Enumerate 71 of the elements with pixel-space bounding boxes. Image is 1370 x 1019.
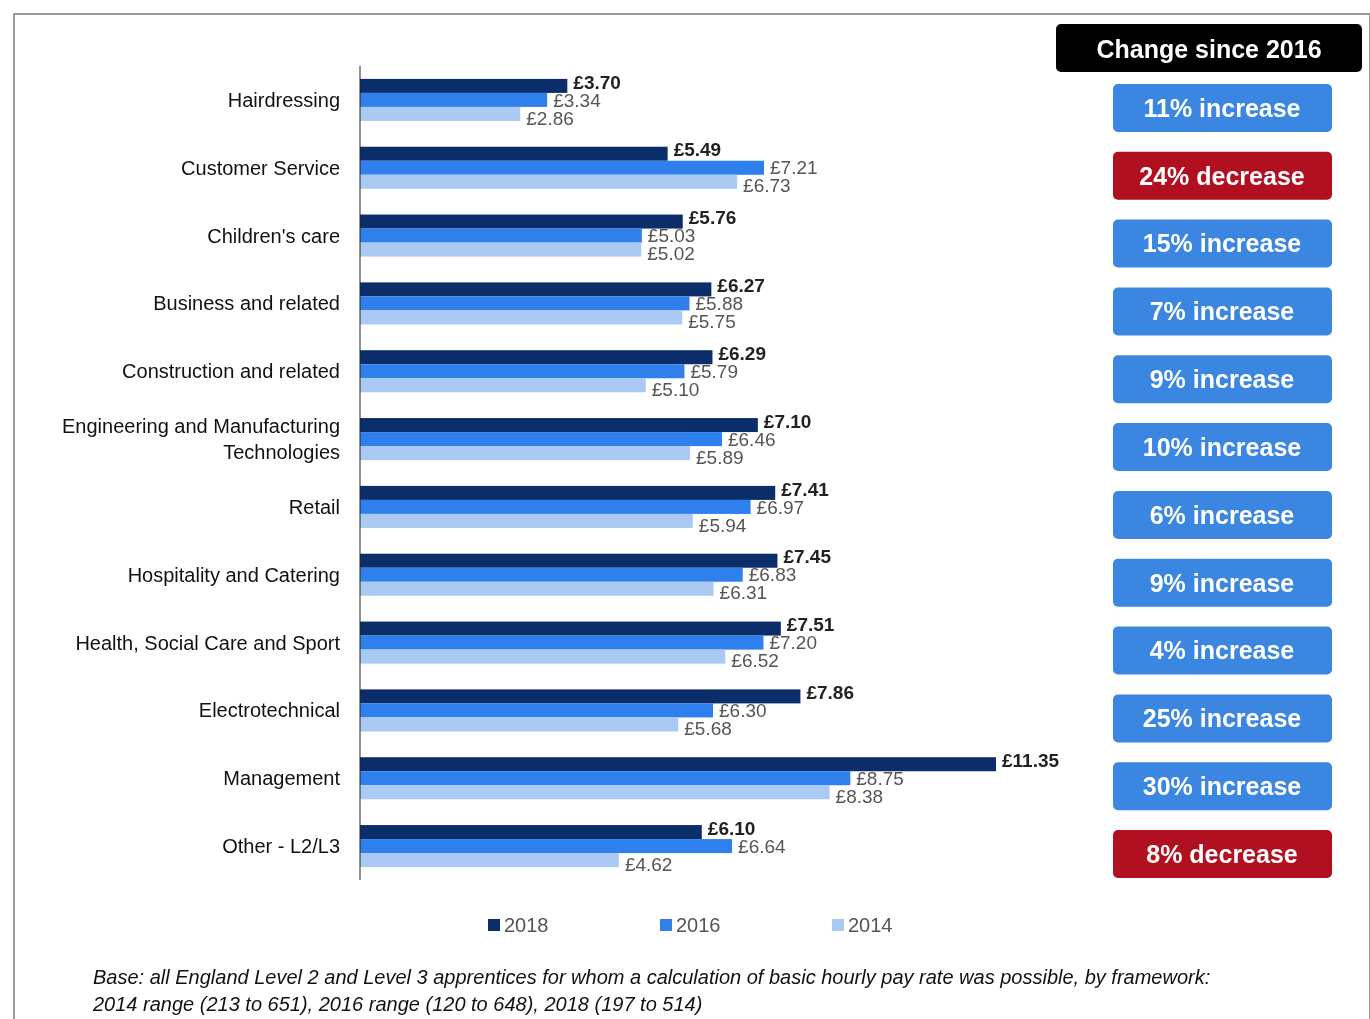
bar: [360, 703, 714, 718]
text: Base: all England Level 2 and Level 3 apprentices for whom a calculation of basic hourly pay rate was possible, by framework:: [93, 966, 1211, 988]
data-label: £11.35: [1002, 749, 1060, 771]
bar: [360, 146, 668, 161]
y-tick-label: Construction and related: [122, 360, 340, 383]
bar: [360, 160, 765, 175]
bar: [360, 853, 619, 868]
bar: [360, 242, 642, 257]
bar: [360, 296, 690, 311]
bar: [360, 378, 646, 393]
bar: [360, 839, 733, 854]
y-tick-label: Electrotechnical: [198, 699, 340, 722]
y-tick-label: Children's care: [207, 224, 340, 247]
category-label: 7% increase: [1149, 297, 1295, 326]
category-label: 9% increase: [1149, 568, 1295, 597]
bar: [360, 214, 683, 229]
bar: [360, 364, 685, 379]
bar: [360, 513, 693, 528]
category-label: 30% increase: [1142, 772, 1302, 800]
category-label: 11% increase: [1143, 93, 1301, 122]
bar: [360, 92, 548, 107]
category-label: 6% increase: [1149, 500, 1295, 529]
bar: [360, 432, 722, 447]
category-label: 8% decrease: [1146, 839, 1298, 868]
bar: [360, 418, 758, 433]
y-tick-label: Engineering and Manufacturing Technologies: [62, 415, 340, 464]
y-tick-label: Hospitality and Catering: [127, 563, 340, 586]
bar: [360, 553, 778, 568]
bar: [360, 649, 726, 664]
bar: [360, 350, 713, 365]
legend-label: 2018: [504, 914, 549, 936]
text: Change since 2016: [1096, 34, 1322, 63]
y-tick-label: Business and related: [153, 292, 340, 315]
category-label: 9% increase: [1149, 365, 1295, 393]
bar: [360, 499, 751, 514]
bar: [360, 174, 738, 189]
y-tick-label: Customer Service: [181, 156, 340, 179]
bar: [360, 78, 568, 93]
bar: [360, 621, 781, 636]
y-tick-label: Other - L2/L3: [222, 835, 340, 858]
y-tick-label: Management: [223, 767, 341, 790]
data-label: £5.94: [698, 514, 747, 536]
bar: [360, 282, 712, 297]
category-label: 25% increase: [1142, 704, 1302, 733]
bar: [360, 485, 776, 500]
y-tick-label: Health, Social Care and Sport: [75, 631, 341, 654]
text: 2014 range (213 to 651), 2016 range (120 to 648), 2018 (197 to 514): [92, 993, 703, 1015]
legend-label: 2016: [676, 914, 721, 936]
bar: [360, 567, 743, 582]
bar: [360, 785, 830, 800]
category-label: 15% increase: [1142, 229, 1302, 258]
y-tick-label: Hairdressing: [227, 88, 340, 111]
bar: [360, 635, 764, 650]
bar: [360, 771, 851, 786]
data-label: £4.62: [624, 853, 673, 875]
category-label: 10% increase: [1142, 432, 1302, 461]
bar: [360, 717, 679, 732]
bar: [360, 106, 521, 121]
bar: [360, 581, 714, 596]
bar: [360, 825, 702, 840]
bar: [360, 757, 996, 772]
data-label: £7.86: [806, 682, 854, 704]
y-tick-label: Retail: [288, 495, 340, 518]
bar: [360, 228, 642, 243]
bar: [360, 689, 801, 704]
bar: [360, 446, 691, 461]
data-label: £5.49: [673, 139, 722, 161]
category-label: 24% decrease: [1139, 161, 1305, 190]
bar: [360, 310, 683, 325]
category-label: 4% increase: [1149, 636, 1295, 665]
legend-label: 2014: [848, 914, 893, 936]
